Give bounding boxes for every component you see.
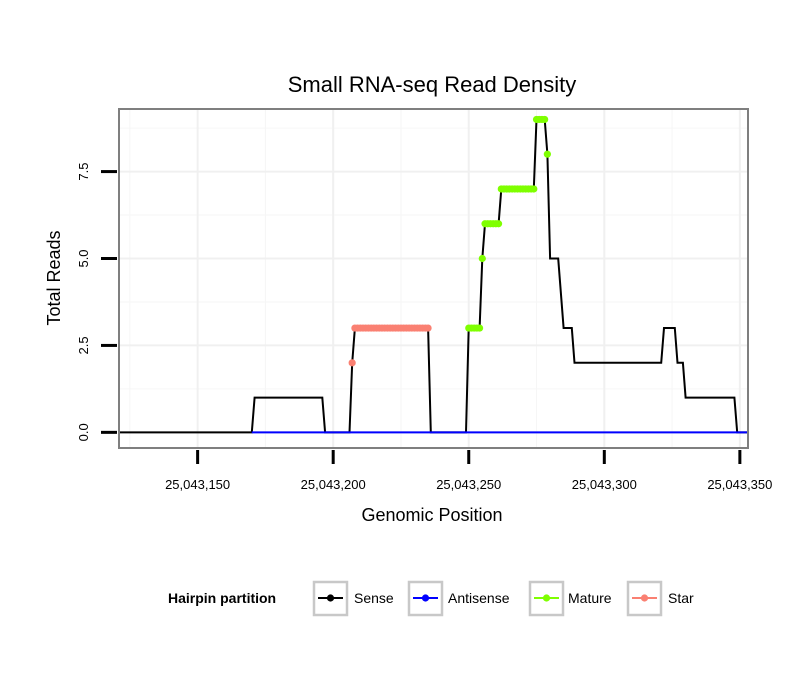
legend-point-antisense — [421, 594, 430, 602]
y-tick-label: 5.0 — [76, 249, 91, 267]
data-point-mature — [475, 324, 484, 332]
legend-point-star — [640, 594, 649, 602]
legend-label-mature: Mature — [568, 590, 612, 606]
x-axis-title: Genomic Position — [361, 505, 502, 525]
y-tick-label: 0.0 — [76, 423, 91, 441]
legend-item-antisense: Antisense — [407, 580, 510, 617]
legend-item-mature: Mature — [528, 580, 612, 617]
grid — [119, 109, 748, 448]
data-point-mature — [494, 220, 503, 228]
x-tick-label: 25,043,150 — [165, 477, 230, 492]
data-point-mature — [478, 254, 486, 263]
data-point-star — [348, 359, 356, 367]
legend-item-sense: Sense — [312, 580, 394, 617]
plot-border — [118, 108, 749, 449]
legend: Hairpin partition Sense Antisense Mature… — [168, 580, 694, 617]
y-tick-label: 2.5 — [76, 336, 91, 354]
y-tick-label: 7.5 — [76, 163, 91, 181]
x-tick-label: 25,043,200 — [301, 477, 366, 492]
legend-label-sense: Sense — [354, 590, 394, 606]
data-point-mature — [543, 150, 551, 158]
legend-item-star: Star — [626, 580, 694, 617]
x-tick-label: 25,043,350 — [707, 477, 772, 492]
chart-title: Small RNA-seq Read Density — [288, 72, 577, 97]
data-point-mature — [530, 185, 538, 193]
legend-point-sense — [326, 594, 335, 602]
legend-label-antisense: Antisense — [448, 590, 510, 606]
x-tick-label: 25,043,300 — [572, 477, 637, 492]
series-points — [348, 115, 551, 367]
legend-title: Hairpin partition — [168, 590, 276, 606]
legend-point-mature — [542, 594, 551, 602]
axes: 25,043,150 25,043,200 25,043,250 25,043,300… — [76, 163, 772, 492]
legend-label-star: Star — [668, 590, 694, 606]
x-tick-label: 25,043,250 — [436, 477, 501, 492]
data-point-star — [424, 324, 432, 332]
plot-panel — [119, 109, 748, 448]
y-axis-title: Total Reads — [44, 230, 64, 325]
data-point-mature — [541, 115, 549, 124]
